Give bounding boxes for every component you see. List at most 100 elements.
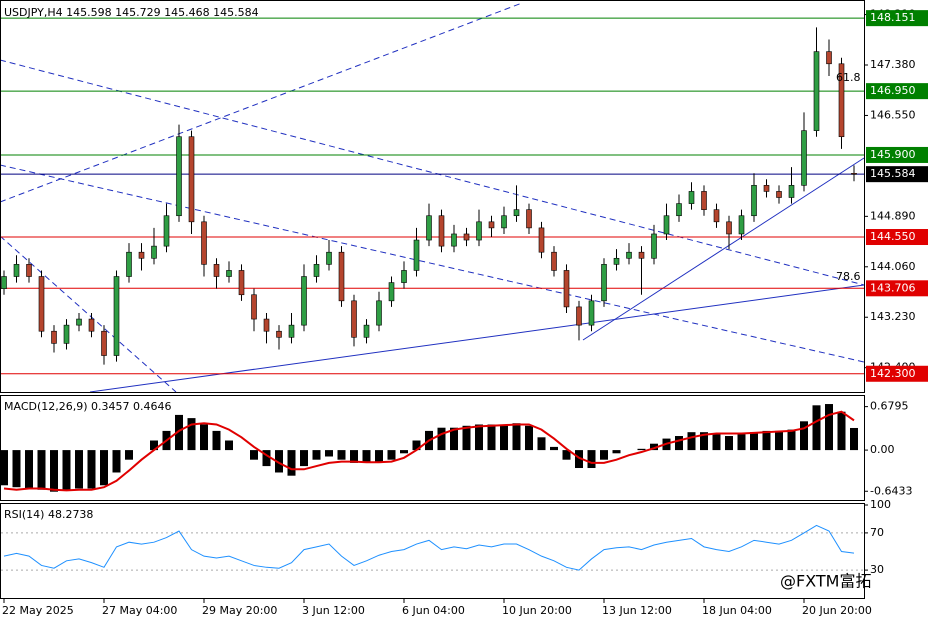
candle-body (13, 264, 20, 277)
candle-body (101, 330, 107, 356)
macd-histogram-bar (262, 450, 271, 467)
candle-body (51, 330, 57, 344)
panel-title: MACD(12,26,9) 0.3457 0.4646 (4, 400, 172, 413)
price-label: 145.584 (870, 167, 916, 180)
candle-body (26, 264, 32, 277)
macd-histogram-bar (275, 450, 283, 473)
macd-histogram-bar (812, 405, 821, 451)
candle-body (238, 270, 245, 296)
macd-histogram-bar (462, 425, 471, 451)
candle-body (451, 233, 457, 247)
macd-histogram-bar (437, 427, 446, 451)
candle-body (851, 173, 857, 175)
price-label-box (866, 166, 928, 183)
macd-histogram-bar (25, 450, 33, 489)
macd-histogram-bar (312, 450, 321, 460)
macd-histogram-bar (487, 424, 496, 451)
trend-line (0, 235, 177, 393)
candle-body (401, 270, 407, 283)
macd-histogram-bar (50, 450, 58, 492)
macd-histogram-bar (400, 450, 408, 454)
macd-histogram-bar (87, 450, 96, 489)
x-tick-label: 3 Jun 12:00 (302, 604, 365, 617)
candle-body (301, 276, 307, 326)
rsi-panel (0, 503, 865, 599)
candle-body (638, 251, 645, 259)
macd-histogram-bar (800, 421, 808, 451)
macd-histogram-bar (412, 440, 421, 451)
macd-histogram-bar (225, 440, 233, 451)
price-label: 146.950 (870, 84, 916, 97)
macd-histogram-bar (150, 440, 158, 451)
macd-histogram-bar (575, 450, 583, 469)
candle-body (713, 209, 720, 223)
macd-histogram-bar (787, 429, 796, 451)
candle-body (376, 300, 382, 326)
candle-body (226, 270, 232, 277)
macd-histogram-bar (387, 450, 396, 460)
y-tick-label: 0.6795 (870, 400, 909, 413)
candle-body (151, 245, 157, 259)
candle-body (413, 239, 420, 271)
macd-histogram-bar (850, 427, 858, 451)
candle-body (751, 185, 757, 217)
candle-body (313, 264, 320, 277)
macd-histogram-bar (325, 450, 333, 457)
candle-body (813, 51, 820, 131)
candle-body (201, 221, 207, 265)
candle-body (338, 251, 345, 302)
macd-histogram-bar (512, 423, 521, 451)
candle-body (438, 215, 445, 247)
macd-histogram-bar (600, 450, 608, 460)
candle-body (88, 318, 95, 332)
candle-body (801, 130, 807, 186)
candle-body (263, 318, 270, 332)
fib-label: 61.8 (836, 71, 861, 84)
candle-body (576, 306, 582, 326)
y-tick-label: 146.550 (870, 108, 916, 121)
macd-histogram-bar (200, 424, 208, 451)
candle-body (538, 227, 545, 253)
panel-title: USDJPY,H4 145.598 145.729 145.468 145.58… (4, 6, 259, 19)
x-tick-label: 29 May 20:00 (202, 604, 277, 617)
x-tick-label: 10 Jun 20:00 (502, 604, 572, 617)
candle-body (113, 276, 120, 356)
candle-body (176, 136, 182, 217)
macd-histogram-bar (837, 411, 846, 451)
candle-body (826, 51, 832, 65)
price-label: 144.550 (870, 230, 916, 243)
candle-body (276, 330, 282, 338)
price-label-box (866, 10, 928, 27)
macd-histogram-bar (187, 418, 196, 451)
candle-body (188, 136, 195, 223)
macd-histogram-bar (175, 414, 183, 451)
macd-histogram-bar (587, 450, 596, 469)
macd-histogram-bar (37, 450, 46, 490)
trend-line (0, 164, 865, 363)
candle-body (388, 282, 395, 302)
macd-histogram-bar (12, 450, 21, 488)
candle-body (676, 203, 682, 217)
macd-histogram-bar (675, 436, 683, 451)
price-label-box (866, 280, 928, 297)
panel-borders (0, 0, 865, 599)
macd-histogram-bar (650, 443, 658, 451)
y-tick-label: 144.890 (870, 209, 916, 222)
macd-histogram-bar (350, 450, 358, 463)
price-label-box (866, 83, 928, 100)
x-tick-label: 20 Jun 20:00 (802, 604, 872, 617)
macd-histogram-bar (287, 450, 296, 476)
candle-body (526, 209, 532, 229)
macd-histogram-bar (300, 450, 308, 467)
candle-body (501, 215, 507, 229)
macd-histogram-bar (725, 436, 733, 451)
candle-body (613, 257, 620, 265)
macd-histogram-bar (737, 434, 746, 451)
macd-signal-line (3, 410, 855, 492)
candle-body (838, 63, 845, 138)
y-tick-label: 70 (870, 526, 884, 539)
macd-panel (0, 395, 865, 501)
macd-histogram-bar (637, 448, 646, 451)
